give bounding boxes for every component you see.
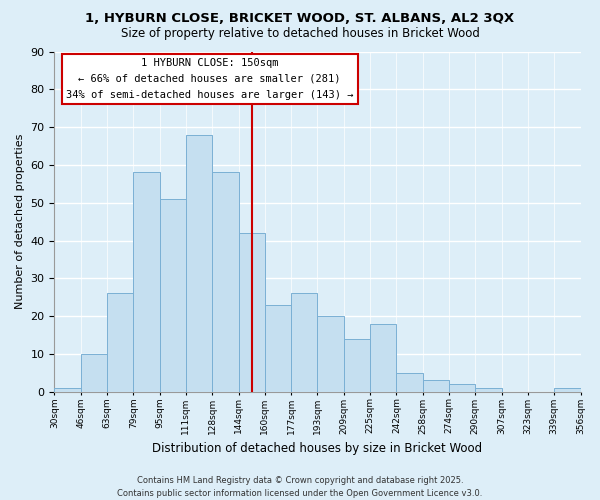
Y-axis label: Number of detached properties: Number of detached properties (15, 134, 25, 310)
Text: 1 HYBURN CLOSE: 150sqm
← 66% of detached houses are smaller (281)
34% of semi-de: 1 HYBURN CLOSE: 150sqm ← 66% of detached… (66, 58, 353, 100)
Bar (475, 388, 502, 392)
Text: Contains HM Land Registry data © Crown copyright and database right 2025.
Contai: Contains HM Land Registry data © Crown c… (118, 476, 482, 498)
Bar (449, 384, 475, 392)
Bar (291, 294, 317, 392)
Bar (265, 305, 291, 392)
Bar (55, 388, 81, 392)
Bar (133, 172, 160, 392)
Bar (212, 172, 239, 392)
Bar (81, 354, 107, 392)
Bar (397, 373, 422, 392)
X-axis label: Distribution of detached houses by size in Bricket Wood: Distribution of detached houses by size … (152, 442, 482, 455)
Bar (554, 388, 581, 392)
Text: 1, HYBURN CLOSE, BRICKET WOOD, ST. ALBANS, AL2 3QX: 1, HYBURN CLOSE, BRICKET WOOD, ST. ALBAN… (85, 12, 515, 26)
Text: Size of property relative to detached houses in Bricket Wood: Size of property relative to detached ho… (121, 28, 479, 40)
Bar (422, 380, 449, 392)
Bar (160, 199, 186, 392)
Bar (370, 324, 397, 392)
Bar (317, 316, 344, 392)
Bar (344, 339, 370, 392)
Bar (186, 134, 212, 392)
Bar (239, 233, 265, 392)
Bar (107, 294, 133, 392)
